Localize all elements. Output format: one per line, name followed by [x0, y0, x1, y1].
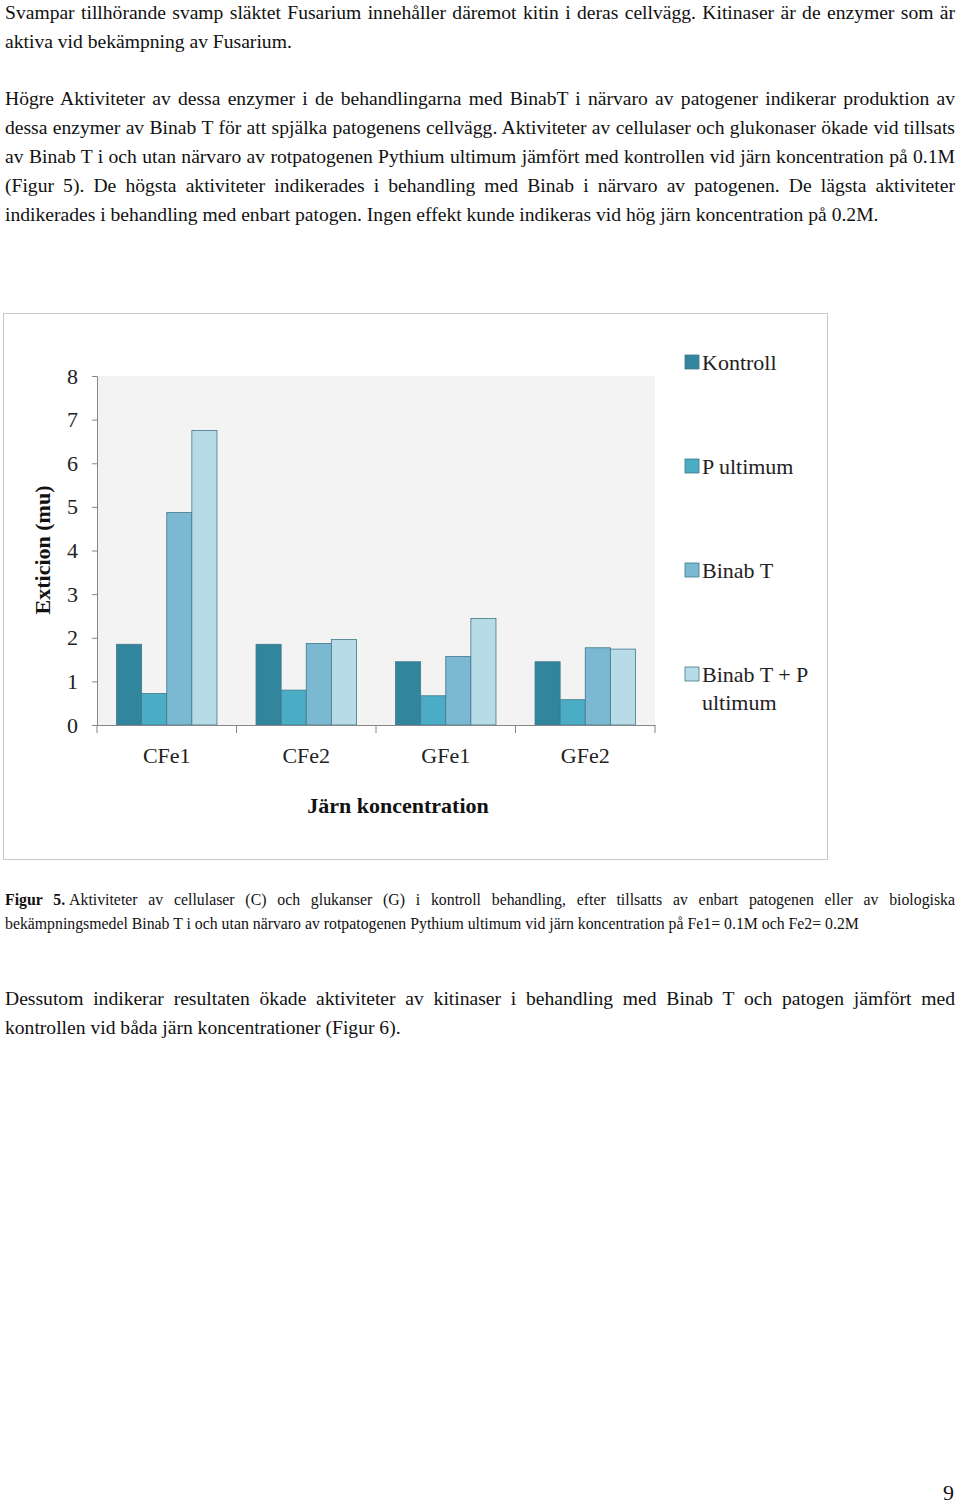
caption-label: Figur 5. [5, 891, 65, 908]
tick-mark [92, 376, 97, 377]
x-axis-title: Järn koncentration [307, 793, 489, 818]
chart: 0 1 2 3 4 5 6 7 8 CFe1 CFe2 GFe1 GFe2 Exticion (mu) Jä… [0, 0, 960, 880]
tick-label: 0 [67, 713, 78, 738]
tick-mark [92, 681, 97, 682]
bar [192, 431, 217, 725]
tick-label: 4 [67, 538, 78, 563]
tick: GFe2 [561, 743, 610, 768]
chart-frame [4, 314, 828, 860]
bar [471, 619, 496, 725]
bar [396, 662, 421, 725]
bar [421, 696, 446, 725]
tick-mark [92, 420, 97, 421]
legend-label: Kontroll [702, 350, 777, 375]
bar [306, 643, 331, 725]
bar [585, 648, 610, 725]
legend-swatch [685, 667, 699, 681]
page-number: 9 [943, 1480, 954, 1506]
bar [331, 639, 356, 725]
tick: 2 [67, 625, 97, 650]
tick-mark [92, 594, 97, 595]
x-axis: CFe1 CFe2 GFe1 GFe2 [98, 726, 656, 768]
paragraph: Högre Aktiviteter av dessa enzymer i de … [5, 85, 955, 229]
tick-mark [92, 725, 97, 726]
tick-label: 6 [67, 451, 78, 476]
tick-mark [92, 638, 97, 639]
y-axis: 0 1 2 3 4 5 6 7 8 [67, 364, 98, 738]
paragraph: Dessutom indikerar resultaten ökade akti… [5, 985, 955, 1043]
tick: 7 [67, 407, 97, 432]
text-block: Dessutom indikerar resultaten ökade akti… [5, 985, 955, 1043]
tick-label: 8 [67, 364, 78, 389]
plot-area [97, 376, 655, 725]
category-separator [97, 725, 98, 733]
tick: 3 [67, 582, 97, 607]
category-separator [376, 725, 377, 733]
tick: 1 [67, 669, 97, 694]
tick-label: CFe1 [143, 743, 191, 768]
bar [142, 694, 167, 725]
caption-text: Aktiviteter av cellulaser (C) och glukan… [5, 891, 955, 932]
legend-swatch [685, 563, 699, 577]
tick: 5 [67, 494, 97, 519]
tick: 4 [67, 538, 97, 563]
tick: 0 [67, 713, 97, 738]
legend: Kontroll P ultimum Binab T Binab T + Pultim… [685, 350, 808, 716]
legend-label: Binab T + Pultimum [702, 662, 808, 716]
bar [610, 649, 635, 725]
bar [167, 513, 192, 725]
tick: 8 [67, 364, 97, 389]
category-separator [236, 725, 237, 733]
y-axis-title: Exticion (mu) [30, 486, 55, 615]
legend-swatch [685, 459, 699, 473]
tick-label: GFe1 [421, 743, 470, 768]
bar [281, 690, 306, 725]
tick-label: 1 [67, 669, 78, 694]
category-separator [655, 725, 656, 733]
bar [117, 644, 142, 725]
caption: Figur 5.Aktiviteter av cellulaser (C) oc… [5, 888, 955, 936]
paragraph: Svampar tillhörande svamp släktet Fusari… [5, 0, 955, 57]
legend-swatch [685, 355, 699, 369]
axis-line [92, 377, 98, 726]
tick-label: GFe2 [561, 743, 610, 768]
tick-mark [92, 551, 97, 552]
bar [535, 662, 560, 725]
text-block: Svampar tillhörande svamp släktet Fusari… [5, 0, 955, 229]
tick: GFe1 [421, 743, 470, 768]
bar [446, 657, 471, 725]
tick-label: 7 [67, 407, 78, 432]
tick: 6 [67, 451, 97, 476]
tick-mark [92, 507, 97, 508]
legend-label: Binab T [702, 558, 774, 583]
tick-label: CFe2 [282, 743, 330, 768]
bar [560, 700, 585, 725]
bars [117, 431, 636, 725]
bar [256, 644, 281, 725]
tick: CFe2 [282, 743, 330, 768]
legend-label: P ultimum [702, 454, 793, 479]
tick: CFe1 [143, 743, 191, 768]
tick-label: 5 [67, 494, 78, 519]
tick-mark [92, 463, 97, 464]
category-separator [515, 725, 516, 733]
tick-label: 3 [67, 582, 78, 607]
tick-label: 2 [67, 625, 78, 650]
